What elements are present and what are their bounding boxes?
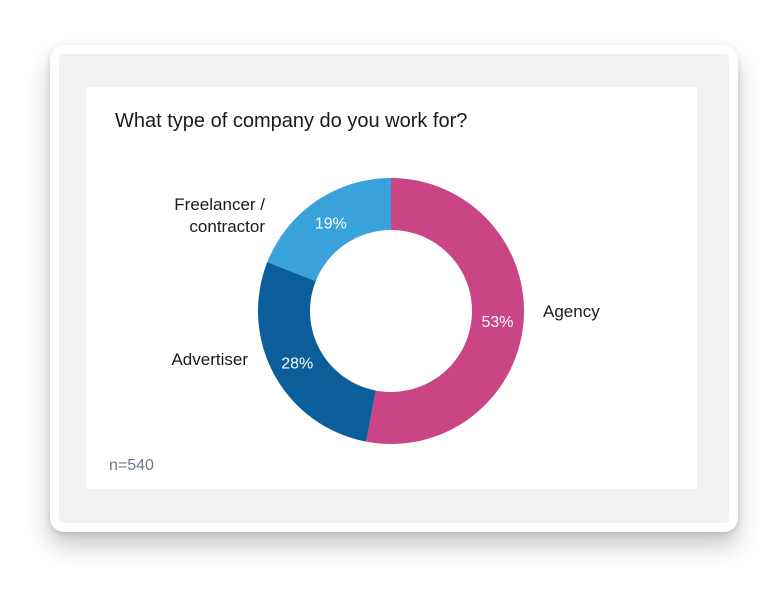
chart-title: What type of company do you work for? — [115, 110, 468, 132]
donut-chart: 53% Agency 28% Advertiser 19% Freelancer / con… — [171, 178, 600, 445]
slice-category-line: Advertiser — [171, 350, 248, 369]
slice-category-label-3: Freelancer / contractor — [174, 195, 265, 236]
slice-category-line: Freelancer / — [174, 195, 265, 214]
slice-value-label-2: 28% — [281, 356, 313, 373]
slice-category-label-1: Agency — [543, 302, 600, 321]
slice-value-label-3: 19% — [315, 216, 347, 233]
chart-card: What type of company do you work for? 53… — [86, 87, 697, 489]
slice-value-label-1: 53% — [482, 314, 514, 331]
slice-category-line: Agency — [543, 302, 600, 321]
donut-slices — [258, 178, 525, 445]
frame-panel: What type of company do you work for? 53… — [59, 54, 729, 523]
sample-size-note: n=540 — [109, 457, 154, 474]
donut-slice-2 — [258, 262, 376, 442]
slice-category-line: contractor — [189, 217, 265, 236]
slice-category-label-2: Advertiser — [171, 350, 248, 369]
donut-slice-3 — [267, 178, 391, 282]
screenshot-frame: What type of company do you work for? 53… — [50, 45, 738, 532]
donut-labels: 53% Agency 28% Advertiser 19% Freelancer / con… — [171, 195, 600, 373]
donut-slice-1 — [366, 178, 525, 445]
